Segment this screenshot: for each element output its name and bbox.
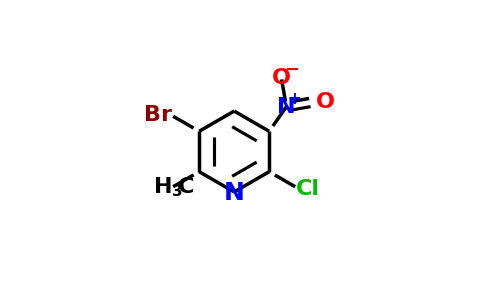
Text: N: N bbox=[224, 181, 244, 205]
Text: O: O bbox=[316, 92, 335, 112]
Text: 3: 3 bbox=[172, 184, 183, 199]
Text: Br: Br bbox=[144, 105, 172, 125]
Text: C: C bbox=[178, 177, 194, 197]
Text: Cl: Cl bbox=[296, 179, 320, 199]
Text: −: − bbox=[284, 61, 299, 79]
Text: N: N bbox=[277, 97, 296, 117]
Text: +: + bbox=[287, 90, 302, 108]
Text: O: O bbox=[272, 68, 291, 88]
Text: H: H bbox=[153, 177, 172, 197]
